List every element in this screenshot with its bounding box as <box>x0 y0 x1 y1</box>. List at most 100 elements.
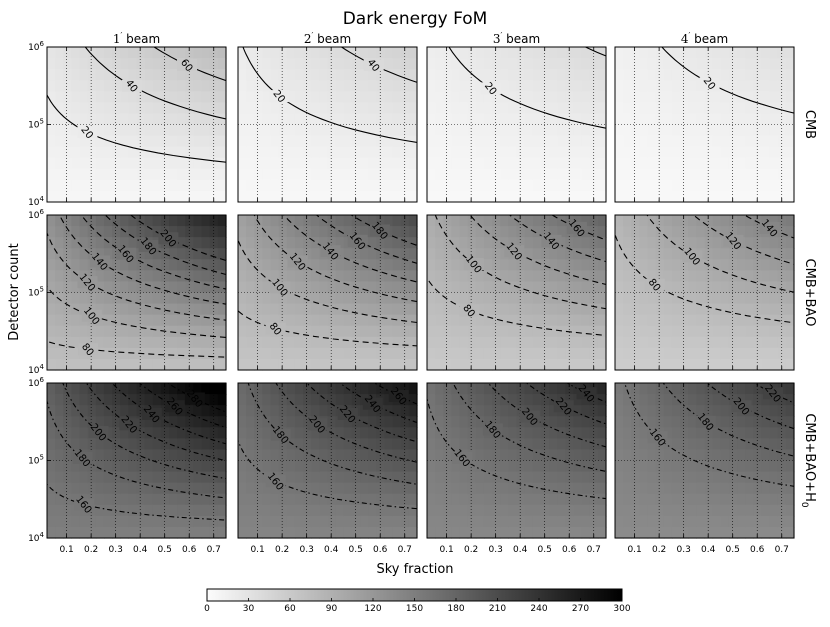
heat-cell <box>153 69 162 81</box>
heat-cell <box>770 259 779 271</box>
heat-cell <box>476 147 485 159</box>
heat-cell <box>517 326 526 338</box>
heat-cell <box>393 102 402 114</box>
heat-cell <box>745 483 754 495</box>
heat-cell <box>63 483 72 495</box>
heat-cell <box>451 180 460 192</box>
heat-cell <box>615 315 624 327</box>
heat-cell <box>384 58 393 70</box>
heat-cell <box>185 215 194 227</box>
heat-cell <box>287 416 296 428</box>
heat-cell <box>590 248 599 260</box>
heat-cell <box>279 259 288 271</box>
heat-cell <box>484 281 493 293</box>
heat-cell <box>145 136 154 148</box>
heat-cell <box>47 293 56 305</box>
heat-cell <box>615 125 624 137</box>
heat-cell <box>672 505 681 517</box>
heat-cell <box>63 293 72 305</box>
heat-cell <box>319 80 328 92</box>
heat-cell <box>737 337 746 349</box>
heat-cell <box>680 483 689 495</box>
heat-cell <box>517 58 526 70</box>
heat-cell <box>500 461 509 473</box>
heat-cell <box>565 58 574 70</box>
heat-cell <box>287 505 296 517</box>
heat-cell <box>761 259 770 271</box>
heat-cell <box>63 494 72 506</box>
heat-cell <box>761 113 770 125</box>
heat-cell <box>47 315 56 327</box>
heat-cell <box>737 281 746 293</box>
heat-cell <box>202 125 211 137</box>
heat-cell <box>112 191 121 203</box>
heat-cell <box>549 427 558 439</box>
heat-cell <box>319 527 328 539</box>
heat-cell <box>262 449 271 461</box>
heat-cell <box>63 180 72 192</box>
heat-cell <box>680 158 689 170</box>
heat-cell <box>557 158 566 170</box>
heat-cell <box>451 248 460 260</box>
heat-cell <box>262 147 271 159</box>
heat-cell <box>525 383 534 395</box>
heat-cell <box>177 91 186 103</box>
heat-cell <box>279 102 288 114</box>
heat-cell <box>770 113 779 125</box>
heat-cell <box>254 483 263 495</box>
heat-cell <box>393 304 402 316</box>
heat-cell <box>713 438 722 450</box>
heat-cell <box>557 326 566 338</box>
colorbar-tick-label: 180 <box>447 604 464 614</box>
x-tick-label: 0.4 <box>133 545 148 555</box>
heat-cell <box>500 337 509 349</box>
heat-cell <box>210 270 219 282</box>
heat-cell <box>393 494 402 506</box>
heat-cell <box>238 80 247 92</box>
heat-cell <box>696 169 705 181</box>
heat-cell <box>137 191 146 203</box>
heat-cell <box>590 416 599 428</box>
heat-cell <box>185 136 194 148</box>
heat-cell <box>218 47 227 59</box>
heat-cell <box>786 516 795 528</box>
heat-cell <box>161 461 170 473</box>
heat-cell <box>492 125 501 137</box>
heat-cell <box>319 293 328 305</box>
heat-cell <box>615 326 624 338</box>
heat-cell <box>680 113 689 125</box>
heat-cell <box>112 337 121 349</box>
heat-cell <box>246 516 255 528</box>
heat-cell <box>460 293 469 305</box>
heat-cell <box>525 337 534 349</box>
heat-cell <box>319 281 328 293</box>
heat-cell <box>573 304 582 316</box>
heat-cell <box>311 516 320 528</box>
heat-cell <box>582 438 591 450</box>
heat-cell <box>582 359 591 371</box>
heat-cell <box>541 58 550 70</box>
heat-cell <box>680 169 689 181</box>
heat-cell <box>319 516 328 528</box>
heat-cell <box>713 326 722 338</box>
heat-cell <box>598 293 607 305</box>
heat-cell <box>761 494 770 506</box>
heat-cell <box>745 47 754 59</box>
heat-cell <box>202 359 211 371</box>
heat-cell <box>696 47 705 59</box>
heat-cell <box>328 169 337 181</box>
heat-cell <box>177 125 186 137</box>
heat-cell <box>745 248 754 260</box>
heat-cell <box>295 304 304 316</box>
heat-cell <box>246 180 255 192</box>
heat-cell <box>492 248 501 260</box>
heat-cell <box>713 405 722 417</box>
heat-cell <box>271 337 280 349</box>
heat-cell <box>460 58 469 70</box>
heat-cell <box>549 337 558 349</box>
heat-cell <box>384 326 393 338</box>
heat-cell <box>476 136 485 148</box>
heat-cell <box>161 315 170 327</box>
heat-cell <box>680 516 689 528</box>
heat-cell <box>770 348 779 360</box>
